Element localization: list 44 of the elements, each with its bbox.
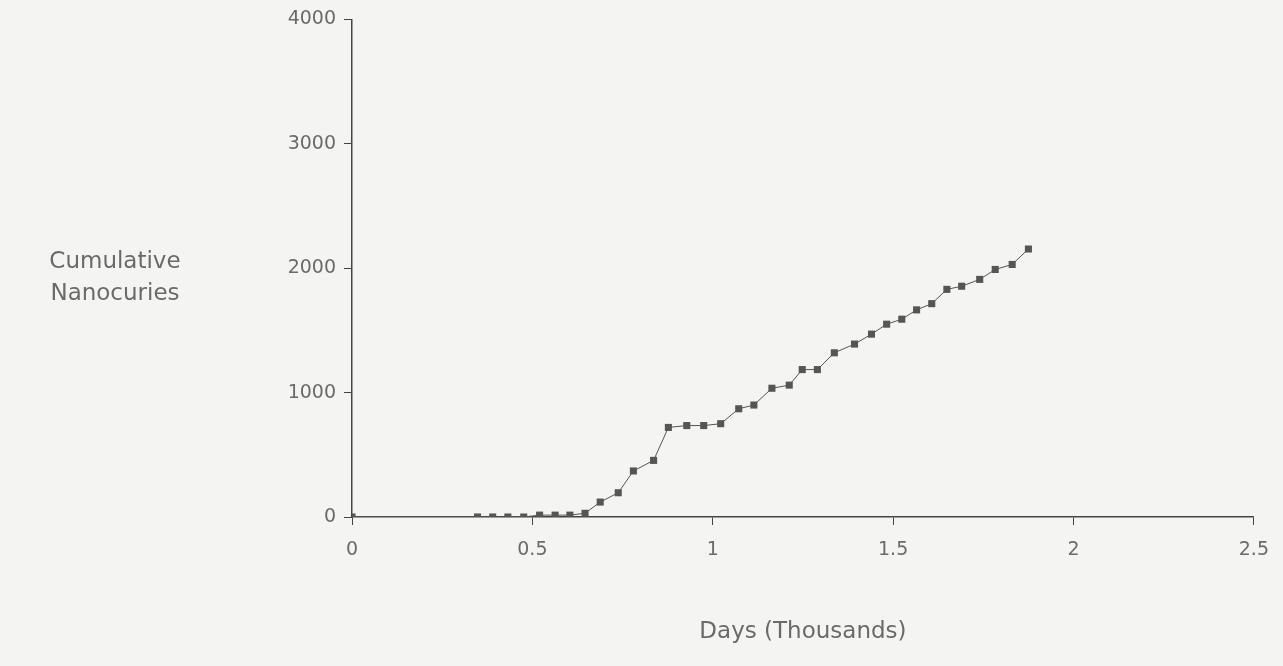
point	[883, 320, 891, 328]
point	[566, 511, 574, 517]
point	[596, 498, 604, 506]
point	[928, 300, 936, 308]
x-tick-label: 0	[345, 537, 359, 560]
point	[768, 384, 776, 392]
point	[581, 509, 589, 517]
x-tick-label: 1	[706, 537, 719, 560]
point	[813, 366, 821, 374]
point	[785, 381, 793, 389]
x-tick-label: 1.5	[878, 537, 909, 560]
y-tick-label: 2000	[287, 255, 336, 278]
point	[551, 511, 559, 517]
point	[898, 315, 906, 323]
point	[1024, 245, 1032, 253]
point	[913, 306, 921, 314]
y-axis-title: Cumulative Nanocuries	[49, 247, 181, 306]
y-tick-label: 0	[323, 503, 336, 526]
point	[614, 489, 622, 497]
point	[1008, 260, 1016, 268]
point	[536, 511, 544, 517]
point	[830, 349, 838, 357]
point	[976, 275, 984, 283]
point	[958, 282, 966, 290]
y-tick-label: 4000	[287, 6, 336, 29]
x-axis-title: Days (Thousands)	[699, 617, 907, 644]
point	[650, 456, 658, 464]
x-tick-label: 2	[1067, 537, 1080, 560]
y-tick-label: 1000	[287, 379, 336, 402]
y-tick-label: 3000	[287, 130, 336, 153]
point	[683, 422, 691, 430]
point	[717, 420, 725, 428]
x-tick-label: 0.5	[517, 537, 548, 560]
point	[700, 422, 708, 430]
point	[943, 285, 951, 293]
point	[867, 330, 876, 338]
point	[664, 423, 672, 431]
x-tick-label: 2.5	[1238, 537, 1269, 560]
point	[750, 401, 758, 409]
point	[798, 366, 806, 374]
point	[629, 467, 637, 475]
point	[991, 265, 999, 273]
point	[735, 405, 743, 413]
point	[851, 340, 859, 348]
